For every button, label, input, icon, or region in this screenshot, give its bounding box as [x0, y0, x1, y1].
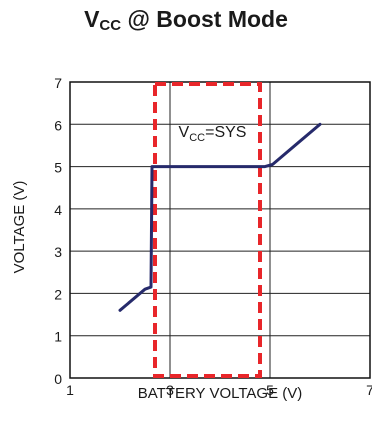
title-subscript: CC: [99, 17, 122, 34]
chart-title: VCC @ Boost Mode: [0, 6, 372, 34]
y-tick-label-5: 5: [54, 160, 62, 176]
x-tick-label-7: 7: [366, 382, 372, 398]
vcc-sys-annotation: VCC=SYS: [179, 124, 247, 144]
annotation-rest: =SYS: [205, 124, 246, 141]
annotation-main: V: [179, 124, 190, 141]
y-tick-label-7: 7: [54, 75, 62, 91]
title-rest: @ Boost Mode: [121, 6, 288, 32]
x-tick-label-1: 1: [66, 382, 74, 398]
y-tick-label-0: 0: [54, 371, 62, 387]
y-tick-label-1: 1: [54, 329, 62, 345]
y-tick-label-3: 3: [54, 244, 62, 260]
y-tick-label-6: 6: [54, 117, 62, 133]
vcc-sys-highlight-box: [153, 82, 262, 378]
x-tick-label-3: 3: [166, 382, 174, 398]
y-axis-label: VOLTAGE (V): [11, 181, 28, 274]
plot-frame: [69, 81, 371, 379]
x-axis-label: BATTERY VOLTAGE (V): [138, 385, 302, 402]
y-tick-label-4: 4: [54, 202, 62, 218]
title-main: V: [84, 6, 100, 32]
highlight-box-layer: [153, 82, 262, 378]
annotation-subscript: CC: [189, 132, 205, 144]
grid-layer: [69, 81, 371, 379]
series-layer: [118, 122, 322, 312]
series-line-0: [118, 122, 322, 312]
y-tick-label-2: 2: [54, 286, 62, 302]
x-tick-label-5: 5: [266, 382, 274, 398]
